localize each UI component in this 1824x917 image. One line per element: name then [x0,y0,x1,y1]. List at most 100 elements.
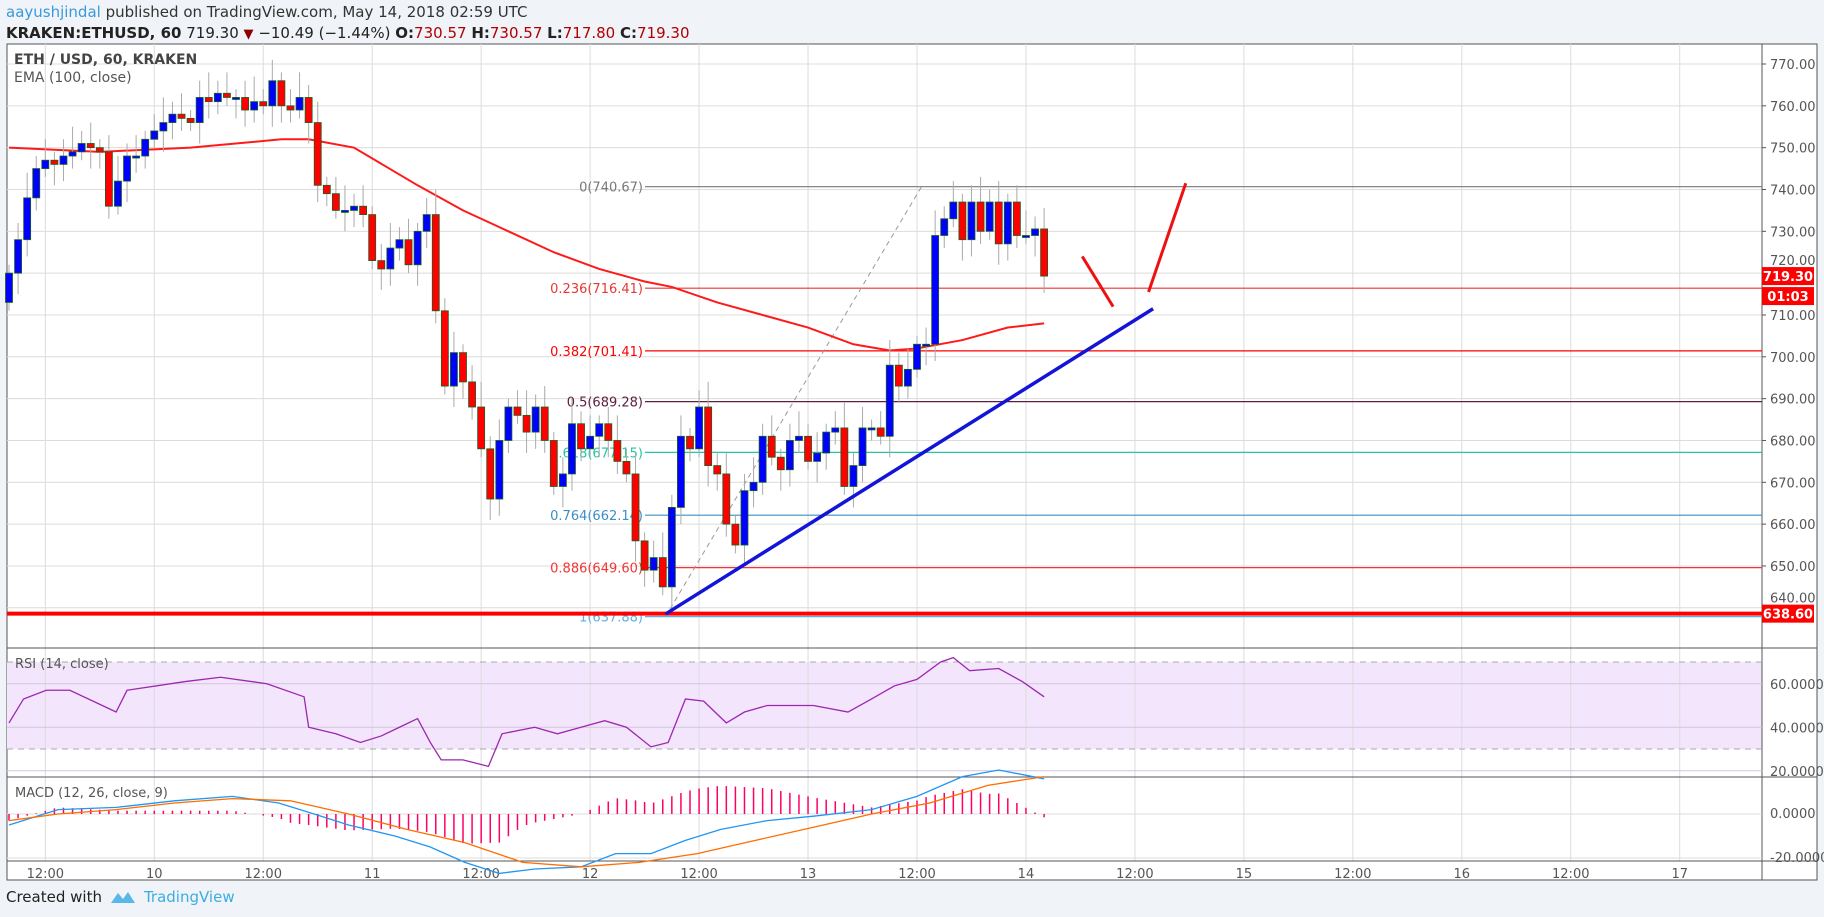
candle [468,381,476,408]
close-label: C: [620,24,638,42]
price-tick-label: 650.00 [1770,560,1816,575]
candle [32,168,41,199]
macd-line [8,769,1045,875]
author-link[interactable]: aayushjindal [6,3,101,21]
rsi-tick-label: 20.0000 [1770,765,1824,780]
candle [95,147,104,153]
candle [386,247,395,270]
created-with-text: Created with [6,888,102,906]
fib-level-label: 0.764(662.14) [550,509,643,524]
projection-arrow [1080,255,1115,308]
ema-legend[interactable]: EMA (100, close) [14,70,132,86]
macd-tick-label: 0.0000 [1770,807,1816,822]
time-tick-label: 12:00 [680,867,717,882]
candle [667,506,676,588]
price-tick-label: 710.00 [1770,309,1816,324]
tradingview-link[interactable]: TradingView [143,888,235,906]
candle [1003,201,1012,245]
candle [804,435,812,462]
candle [622,460,631,475]
candle [813,452,822,462]
time-tick-label: 12 [582,867,599,882]
candle [123,155,131,182]
candle [331,193,340,211]
candle [931,235,940,345]
candle [795,435,803,441]
candle [549,440,558,487]
candle [195,97,204,123]
candle [277,80,286,107]
candle [876,427,885,437]
candle [904,368,912,387]
candle [1040,228,1049,277]
candle [1012,201,1021,236]
candle [958,201,967,241]
candle [114,180,122,207]
candle [313,122,322,186]
candle [377,260,386,270]
chart-legend-title: ETH / USD, 60, KRAKEN [14,52,198,68]
fib-level-label: 0.886(649.60) [550,562,643,577]
price-tick-label: 700.00 [1770,351,1816,366]
candle [177,113,186,119]
candle [658,557,667,588]
candle [5,272,13,303]
open-label: O: [395,24,415,42]
candle [649,557,658,571]
candle [949,201,958,220]
candle [250,101,259,111]
price-tick-label: 720.00 [1770,254,1816,269]
symbol: KRAKEN:ETHUSD, 60 [6,24,182,42]
rsi-tick-label: 60.0000 [1770,678,1824,693]
candle [940,218,949,236]
candle [604,423,613,441]
support-price-badge: 638.60 [1763,608,1813,623]
candle [758,435,767,483]
candle [204,97,213,103]
time-tick-label: 12:00 [1116,867,1153,882]
candle [967,201,976,241]
time-tick-label: 12:00 [245,867,282,882]
symbol-info: KRAKEN:ETHUSD, 60 719.30 ▼ −10.49 (−1.44… [6,24,690,42]
countdown-badge-bg [1762,287,1814,306]
candle [450,352,458,387]
candle [713,465,722,475]
candle [822,431,831,454]
time-tick-label: 17 [1671,867,1688,882]
candle [831,427,840,433]
rsi-band [7,662,1762,749]
time-tick-label: 15 [1236,867,1253,882]
candle [431,214,440,312]
time-tick-label: 13 [800,867,817,882]
candle [404,239,413,266]
candle [1022,235,1030,238]
fib-trend-dashed-line [665,186,922,617]
time-tick-label: 14 [1018,867,1035,882]
candle [359,205,368,215]
candle [522,414,531,433]
fib-level-label: 0.236(716.41) [550,282,643,297]
macd-legend[interactable]: MACD (12, 26, close, 9) [15,786,168,801]
ascending-trendline [664,307,1155,616]
candle [686,435,694,450]
price-tick-label: 660.00 [1770,518,1816,533]
price-tick-label: 760.00 [1770,100,1816,115]
candle [440,310,449,387]
time-tick-label: 12:00 [898,867,935,882]
price-tick-label: 740.00 [1770,183,1816,198]
candle [232,97,240,100]
candle [540,406,549,441]
price-change: −10.49 (−1.44%) [258,24,391,42]
candle [350,205,358,211]
candle [740,490,749,546]
last-price-badge-bg [1762,267,1814,286]
candle [241,97,249,111]
candle [213,92,222,103]
candle [994,201,1003,245]
fib-level-label: 0.5(689.28) [567,396,643,411]
candle [695,406,703,450]
last-price: 719.30 [186,24,239,42]
candle [504,406,513,441]
rsi-legend[interactable]: RSI (14, close) [15,657,109,672]
